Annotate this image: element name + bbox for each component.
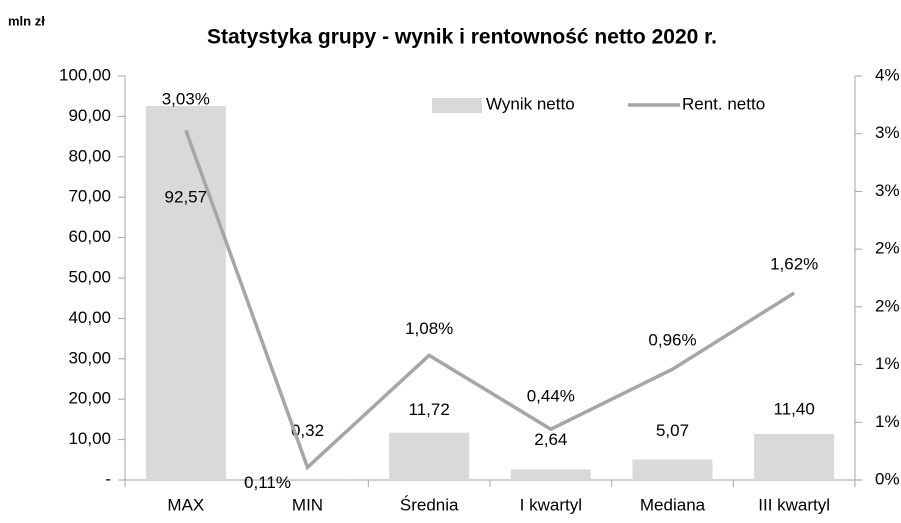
y2-tick-label: 2% [875, 239, 900, 258]
bar-value-label: 5,07 [656, 421, 689, 440]
y2-tick-label: 0% [875, 469, 900, 488]
bar [754, 433, 835, 480]
line [184, 129, 796, 471]
x-tick-label: III kwartyl [758, 495, 830, 514]
y2-tick-label: 1% [875, 354, 900, 373]
y2-tick-label: 1% [875, 412, 900, 431]
x-tick-label: MAX [167, 495, 204, 514]
x-tick-label: MIN [292, 495, 323, 514]
line-value-label: 3,03% [162, 90, 210, 109]
line-value-label: 1,08% [405, 319, 453, 338]
y-tick-label: 40,00 [68, 308, 111, 327]
x-tick-label: I kwartyl [520, 495, 582, 514]
y-tick-label: 60,00 [68, 227, 111, 246]
bar-value-label: 0,32 [291, 421, 324, 440]
y-tick-label: - [105, 469, 111, 488]
line-value-label: 0,44% [527, 387, 575, 406]
bar [632, 459, 713, 480]
x-tick-label: Mediana [640, 495, 706, 514]
y-tick-label: 50,00 [68, 267, 111, 286]
bar [510, 469, 591, 480]
y2-tick-label: 3% [875, 181, 900, 200]
y2-tick-label: 4% [875, 65, 900, 84]
y-tick-label: 90,00 [68, 106, 111, 125]
bar [389, 432, 470, 480]
legend-label: Wynik netto [486, 94, 575, 113]
legend-swatch [432, 98, 482, 113]
y-tick-label: 30,00 [68, 348, 111, 367]
bar-value-label: 92,57 [165, 188, 208, 207]
line-value-label: 0,11% [244, 473, 291, 492]
y-tick-label: 20,00 [68, 389, 111, 408]
chart-title: Statystyka grupy - wynik i rentowność ne… [207, 26, 717, 49]
y-axis-label: mln zł [8, 13, 45, 28]
y2-tick-label: 2% [875, 296, 900, 315]
bar [267, 478, 348, 480]
x-tick-label: Średnia [400, 495, 459, 514]
y-tick-label: 10,00 [68, 429, 111, 448]
line-value-label: 0,96% [648, 331, 696, 350]
y-tick-label: 100,00 [59, 65, 111, 84]
y2-tick-label: 3% [875, 123, 900, 142]
legend-label: Rent. netto [682, 94, 765, 113]
line-value-label: 1,62% [770, 254, 818, 273]
bar-value-label: 2,64 [534, 430, 567, 449]
y-tick-label: 80,00 [68, 146, 111, 165]
y-tick-label: 70,00 [68, 187, 111, 206]
bar-value-label: 11,40 [774, 399, 815, 418]
bar-value-label: 11,72 [409, 400, 450, 419]
bar [145, 106, 226, 480]
